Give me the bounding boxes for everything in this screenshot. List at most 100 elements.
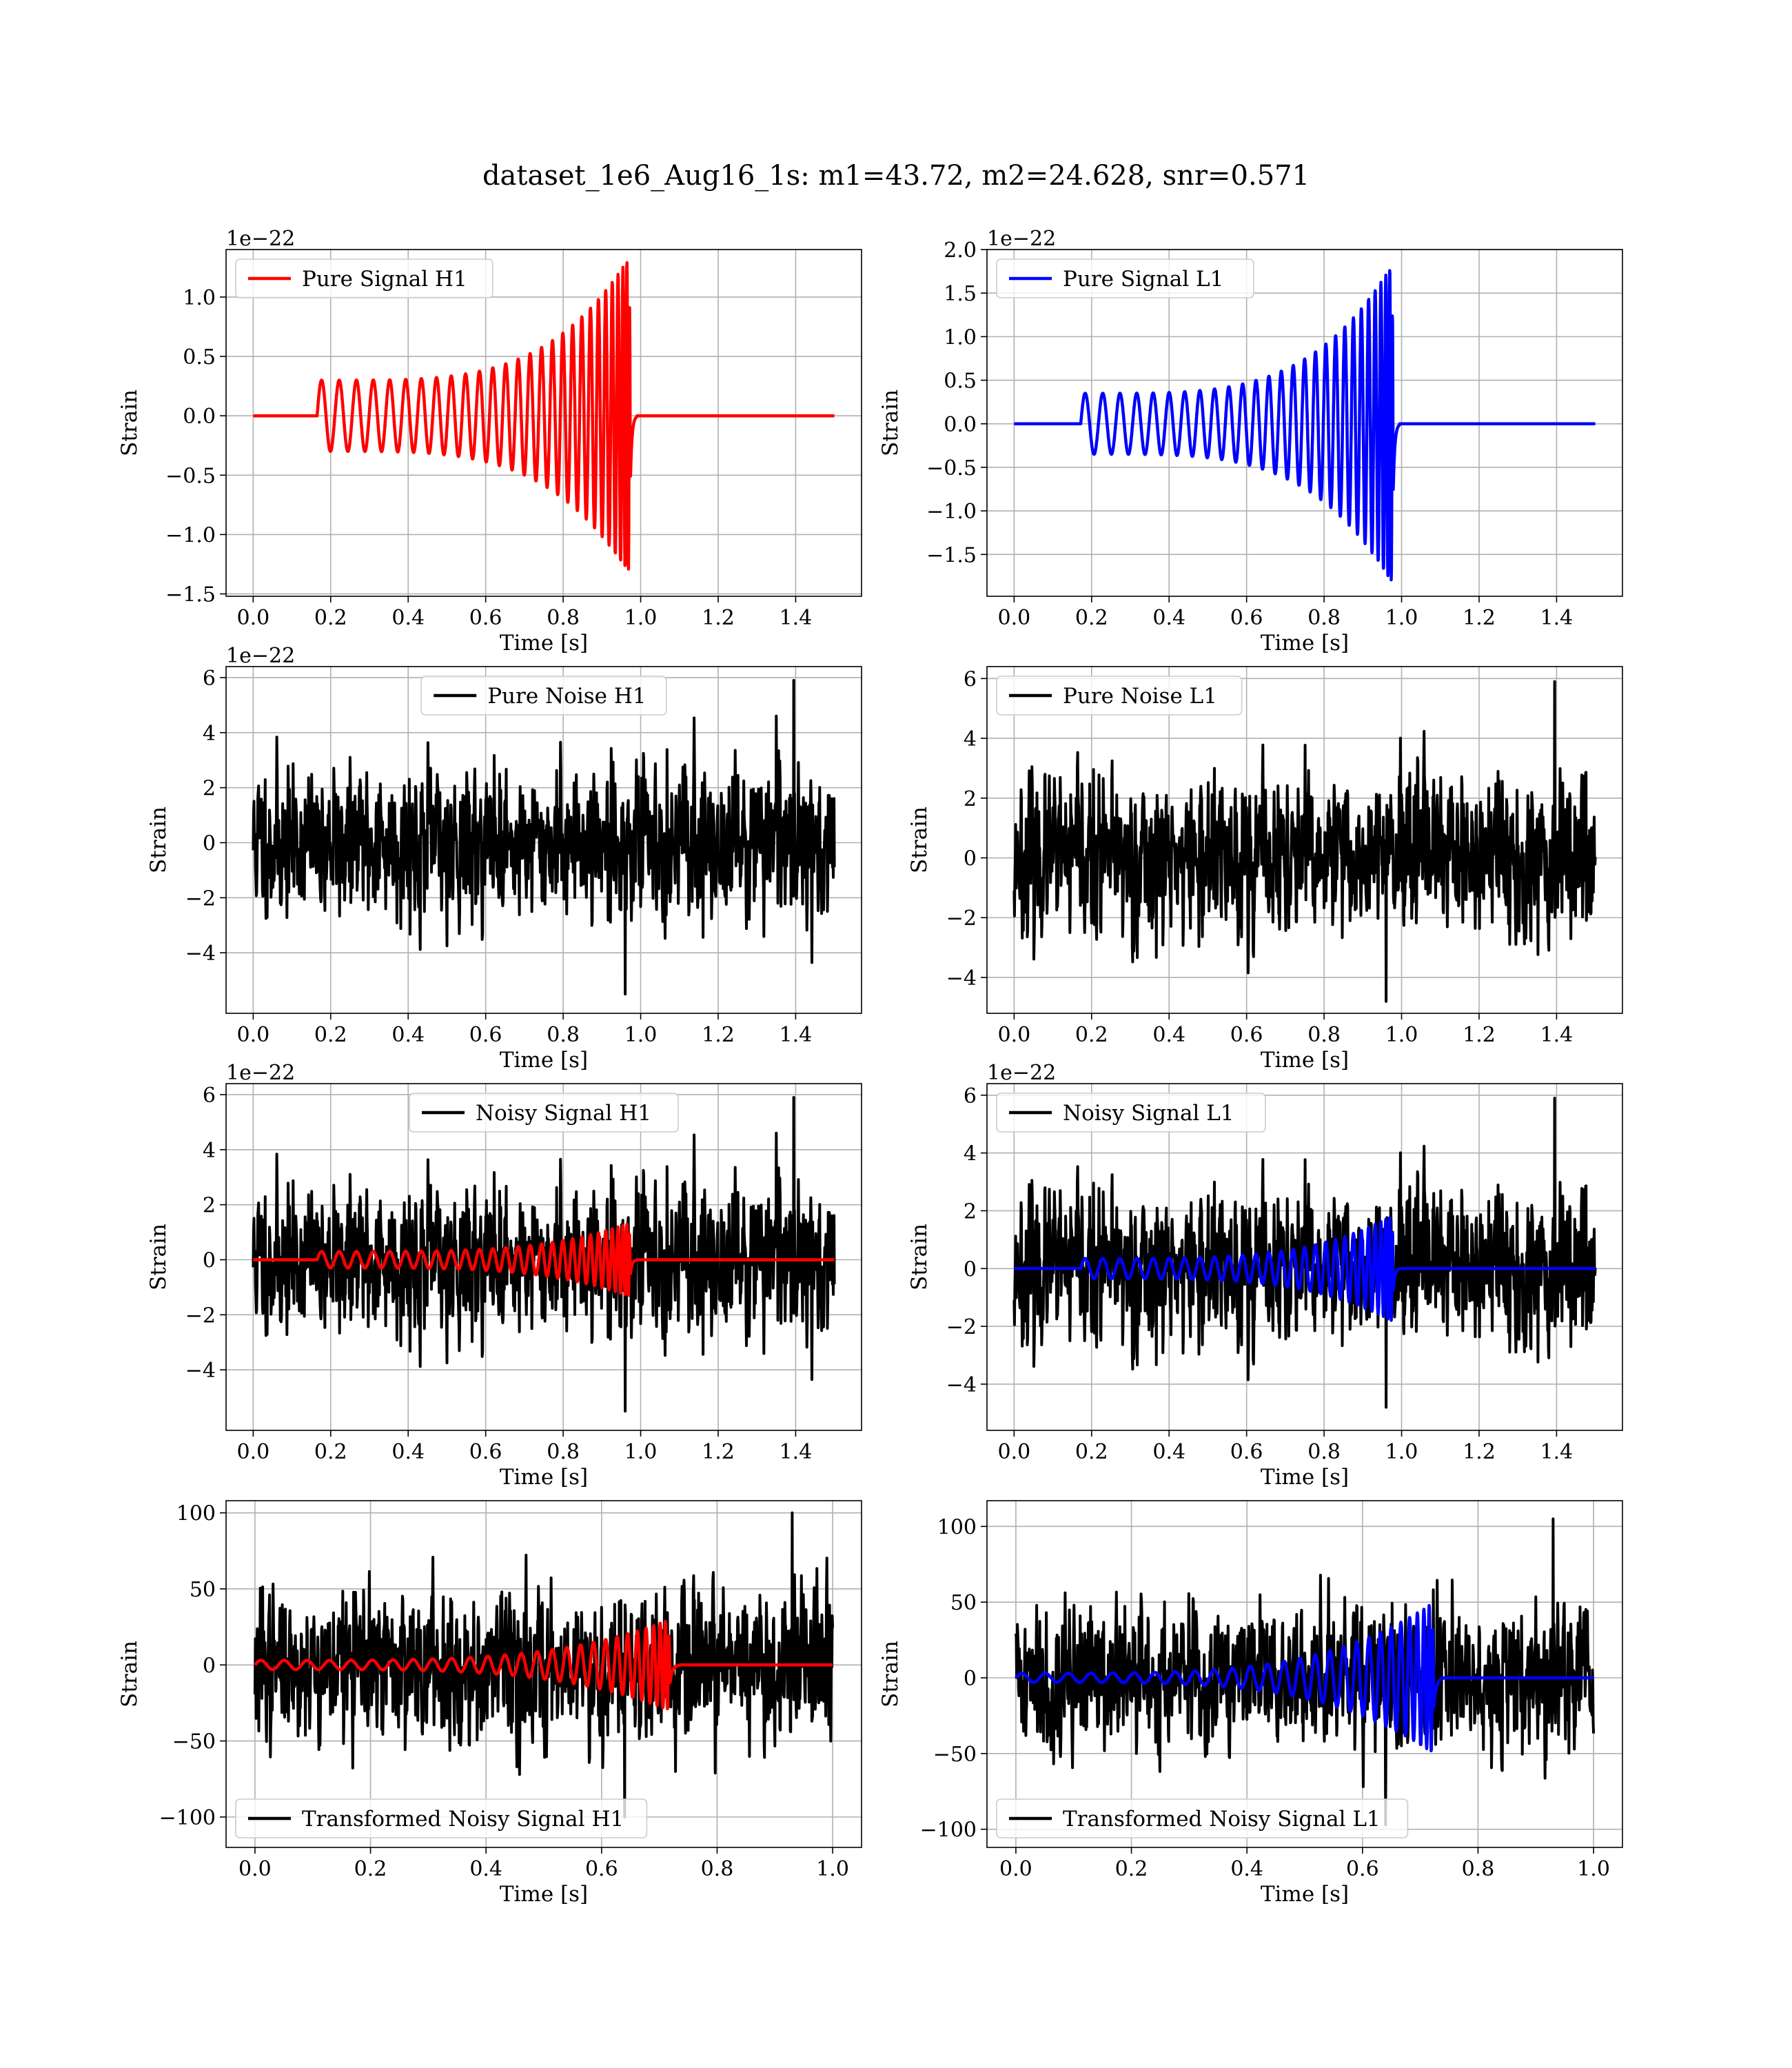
series-group [252,261,836,571]
x-tick-label: 0.2 [1115,1857,1148,1881]
y-tick-label: −100 [920,1818,977,1843]
y-offset-text: 1e−22 [226,227,295,251]
series-group [1012,269,1597,582]
x-tick-label: 0.8 [701,1857,734,1881]
x-tick-label: 1.2 [702,1440,735,1464]
y-tick-label: 6 [203,1084,216,1108]
y-tick-label: −4 [946,1373,977,1397]
x-tick-label: 0.4 [391,1440,425,1464]
x-tick-label: 1.2 [702,1023,735,1047]
x-tick-label: 0.4 [1152,1440,1185,1464]
series-group [1012,680,1597,1003]
legend: Pure Noise H1 [420,676,667,716]
x-tick-label: 1.4 [1540,1023,1574,1047]
axes-frame [986,1500,1623,1848]
y-tick-label: 2.0 [944,239,977,263]
series-line-pure-signal-h1 [252,261,836,571]
x-tick-label: 0.2 [314,1023,347,1047]
y-tick-label: −0.5 [165,464,216,488]
y-tick-label: 2 [964,787,977,811]
y-tick-label: 4 [964,727,977,751]
y-tick-label: 50 [190,1578,216,1602]
x-tick-label: 1.0 [624,1440,658,1464]
y-tick-label: 100 [176,1502,216,1526]
x-tick-label: 0.4 [469,1857,502,1881]
y-tick-label: −1.0 [926,500,977,524]
y-offset-text: 1e−22 [226,644,295,668]
y-tick-label: 0 [964,847,977,871]
y-tick-label: −1.5 [926,543,977,567]
x-tick-label: 0.4 [1152,606,1185,630]
series-line-noisy-signal-l1 [1012,1097,1597,1409]
y-tick-label: 6 [964,667,977,691]
series-line-pure-noise-l1 [1012,680,1597,1003]
y-axis-label: Strain [878,1641,903,1707]
y-tick-label: 2 [964,1199,977,1224]
x-axis-label: Time [s] [1261,631,1349,656]
series-group [1012,1097,1597,1409]
x-tick-label: 0.6 [469,1023,502,1047]
y-tick-label: −0.5 [926,456,977,480]
x-tick-label: 0.0 [238,1857,272,1881]
x-tick-label: 1.0 [1385,606,1418,630]
x-tick-label: 1.0 [624,606,658,630]
legend-label: Noisy Signal L1 [1063,1101,1234,1126]
series-line-pure-noise-h1 [252,679,836,996]
subplot-pure-signal-h1: 0.0 0.2 0.4 0.6 0.8 1.0 1.2 1.4 −1.5 −1.0 −0.5 0.0 0… [117,227,862,656]
x-tick-label: 0.2 [1075,1440,1108,1464]
series-group [252,1096,836,1413]
x-axis-label: Time [s] [1261,1048,1349,1073]
y-tick-label: −1.5 [165,583,216,607]
legend: Pure Signal H1 [235,258,493,298]
legend: Noisy Signal L1 [996,1093,1266,1133]
legend-box [235,258,493,298]
legend-box [420,676,667,716]
x-tick-label: 0.6 [1230,1440,1263,1464]
legend: Pure Noise L1 [996,676,1243,716]
x-tick-label: 0.2 [1075,1023,1108,1047]
y-tick-label: 0 [203,1654,216,1678]
x-tick-label: 1.0 [1385,1440,1418,1464]
x-axis-label: Time [s] [1261,1465,1349,1490]
x-tick-label: 0.0 [999,1857,1032,1881]
y-offset-text: 1e−22 [226,1061,295,1085]
x-tick-label: 0.6 [1230,1023,1263,1047]
x-tick-label: 0.8 [1307,1023,1341,1047]
y-tick-label: 0 [964,1667,977,1691]
y-tick-label: 1.0 [183,286,216,310]
legend-label: Pure Noise H1 [487,684,646,709]
x-tick-label: 0.0 [997,606,1030,630]
y-tick-label: −2 [185,1304,216,1328]
y-tick-label: −4 [185,942,216,966]
x-tick-label: 0.6 [1346,1857,1379,1881]
x-tick-label: 1.2 [1463,606,1496,630]
series-line-signal-overlay [1012,1216,1597,1322]
series-line-transformed-noisy-signal-h1 [253,1511,835,1818]
y-tick-label: −4 [185,1359,216,1383]
x-tick-label: 0.2 [354,1857,387,1881]
legend-label: Pure Noise L1 [1063,684,1217,709]
legend-label: Noisy Signal H1 [476,1101,651,1126]
x-tick-label: 1.2 [702,606,735,630]
series-group [1014,1517,1596,1827]
axes-frame [986,1083,1623,1431]
y-tick-label: 4 [203,722,216,746]
x-tick-label: 0.4 [1152,1023,1185,1047]
y-axis-label: Strain [117,1641,142,1707]
x-tick-label: 0.8 [547,1440,580,1464]
x-tick-label: 0.6 [585,1857,618,1881]
axes-frame [986,666,1623,1014]
axes-frame [986,249,1623,597]
x-tick-label: 1.4 [1540,606,1574,630]
y-tick-label: −2 [946,1315,977,1339]
legend-box [996,676,1243,716]
y-tick-label: 1.0 [944,325,977,349]
figure-title: dataset_1e6_Aug16_1s: m1=43.72, m2=24.62… [482,160,1310,192]
subplot-noisy-signal-h1: 0.0 0.2 0.4 0.6 0.8 1.0 1.2 1.4 −4 −2 0 2 4 6 Time [s]… [146,1061,862,1490]
x-tick-label: 0.6 [469,1440,502,1464]
x-tick-label: 0.4 [1230,1857,1263,1881]
legend: Transformed Noisy Signal L1 [996,1798,1409,1838]
legend-box [409,1093,679,1133]
x-axis-label: Time [s] [500,1465,588,1490]
